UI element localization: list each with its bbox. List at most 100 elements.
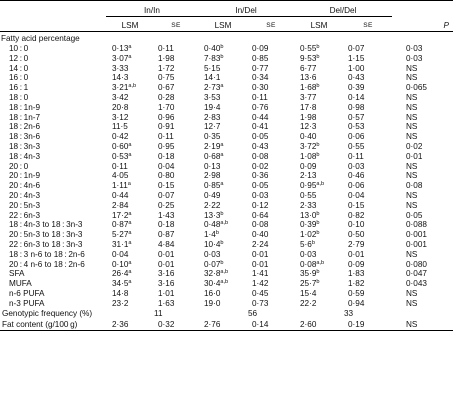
- lsm-del-del: 22·2: [294, 299, 344, 309]
- row-label: 16 : 1: [0, 83, 106, 93]
- se-in-del-text: 0·41: [252, 122, 269, 132]
- se-in-del: 1·42: [248, 279, 294, 289]
- significance-letter: a: [128, 151, 132, 158]
- se-del-del-text: 0·59: [348, 288, 365, 298]
- section-label: Fatty acid percentage: [1, 34, 80, 44]
- lsm-del-del-text: 1·02: [300, 230, 317, 240]
- se-in-in: 3·16: [154, 279, 198, 289]
- se-in-del: 0·05: [248, 132, 294, 142]
- group-in-in: In/In: [106, 5, 198, 17]
- significance-letter: b: [316, 220, 320, 227]
- row-label-text: 22 : 6n-3: [9, 210, 41, 220]
- se-in-in: 0·95: [154, 142, 198, 152]
- se-in-del-text: 0·73: [252, 298, 269, 308]
- lsm-del-del: 35·9b: [294, 269, 344, 279]
- lsm-in-in: 14·3: [106, 73, 154, 83]
- significance-letter: b: [316, 53, 320, 60]
- lsm-in-del: 0·35: [198, 132, 248, 142]
- lsm-del-del-text: 13·0: [300, 210, 317, 220]
- se-del-del: 2·79: [344, 240, 392, 250]
- se-del-del: 0·46: [344, 171, 392, 181]
- row-label: 16 : 0: [0, 73, 106, 83]
- p-value: 0·03: [392, 54, 453, 64]
- row-label: 20 : 4n-3: [0, 191, 106, 201]
- row-label-text: 16 : 0: [9, 73, 29, 83]
- se-in-in-text: 0·95: [158, 141, 175, 151]
- row-label: 18 : 3n-3: [0, 142, 106, 152]
- p-value-text: 0·05: [406, 210, 423, 220]
- p-value-text: 0·01: [406, 151, 423, 161]
- se-in-del-text: 1·42: [252, 279, 269, 289]
- p-value: NS: [392, 64, 453, 74]
- row-label-text: 18 : 4n-3: [9, 151, 41, 161]
- p-value: 0·02: [392, 142, 453, 152]
- se-del-del-text: 0·39: [348, 83, 365, 93]
- se-in-del-text: 0·34: [252, 73, 269, 83]
- lsm-in-del: 2·98: [198, 171, 248, 181]
- se-in-in-text: 1·70: [158, 102, 175, 112]
- lsm-in-in: 0·53a: [106, 152, 154, 162]
- lsm-in-in-text: 0·44: [112, 190, 129, 200]
- lsm-header: LSM: [106, 16, 154, 32]
- lsm-in-in: 1·11a: [106, 181, 154, 191]
- se-in-in-text: 0·28: [158, 92, 175, 102]
- se-in-del: 2·24: [248, 240, 294, 250]
- se-in-in-text: 3·16: [158, 279, 175, 289]
- se-in-del: 0·64: [248, 211, 294, 221]
- se-in-del-text: 0·40: [252, 230, 269, 240]
- p-value-text: 0·001: [406, 230, 427, 240]
- row-label: 20 : 0: [0, 162, 106, 172]
- lsm-in-in-text: 14·8: [112, 288, 129, 298]
- row-label: MUFA: [0, 279, 106, 289]
- significance-letter: a: [128, 220, 132, 227]
- lsm-del-del-text: 13·6: [300, 73, 317, 83]
- se-in-del-text: 0·36: [252, 171, 269, 181]
- table-row: 18 : 3n-6 0·42 0·11 0·35 0·05 0·40 0·06 NS: [0, 132, 453, 142]
- row-label: 18 : 1n-9: [0, 103, 106, 113]
- genotypic-in-in: 11: [154, 308, 163, 318]
- se-in-del-text: 0·12: [252, 200, 269, 210]
- se-in-del: 0·05: [248, 181, 294, 191]
- row-label-text: 18 : 3 n-6 to 18 : 2n-6: [9, 249, 85, 259]
- lsm-header: LSM: [198, 16, 248, 32]
- se-in-del-text: 0·03: [252, 190, 269, 200]
- se-in-del: 0·45: [248, 289, 294, 299]
- lsm-del-del-text: 3·77: [300, 92, 317, 102]
- se-in-del: 0·11: [248, 93, 294, 103]
- se-in-del-text: 1·41: [252, 269, 269, 279]
- lsm-in-del: 0·03: [198, 250, 248, 260]
- se-del-del: 0·39: [344, 83, 392, 93]
- se-del-del: 1·83: [344, 269, 392, 279]
- lsm-del-del-text: 1·68: [300, 83, 317, 93]
- table-row: 22 : 6n-3 to 18 : 3n-3 31·1a 4·84 10·4b 2·24…: [0, 240, 453, 250]
- row-label: 20 : 5n-3 to 18 : 3n-3: [0, 230, 106, 240]
- lsm-in-del: 7·83b: [198, 54, 248, 64]
- lsm-in-in-text: 23·2: [112, 298, 129, 308]
- se-in-in-text: 0·18: [158, 220, 175, 230]
- row-label-text: 20 : 0: [9, 161, 29, 171]
- se-in-in-text: 0·87: [158, 230, 175, 240]
- se-in-in: 0·01: [154, 250, 198, 260]
- se-header: SE: [248, 16, 294, 32]
- significance-letter: b: [316, 151, 320, 158]
- table-row: 18 : 4n-3 0·53a 0·18 0·68a 0·08 1·08b 0·11 0·01: [0, 152, 453, 162]
- table-row: 18 : 2n-6 11·5 0·91 12·7 0·41 12·3 0·53 NS: [0, 122, 453, 132]
- p-value-text: NS: [406, 122, 418, 132]
- row-label-text: 18 : 1n-7: [9, 112, 41, 122]
- significance-letter: b: [316, 83, 320, 90]
- sub-header-row: LSM SE LSM SE LSM SE P: [0, 16, 453, 32]
- fat-se-in-in: 0·32: [154, 318, 198, 331]
- significance-letter: a: [220, 83, 224, 90]
- p-value: 0·08: [392, 181, 453, 191]
- se-in-in: 1·98: [154, 54, 198, 64]
- se-in-in-text: 0·18: [158, 151, 175, 161]
- p-value: 0·001: [392, 230, 453, 240]
- se-del-del-text: 0·10: [348, 220, 365, 230]
- significance-letter: a,b: [316, 259, 325, 266]
- lsm-del-del-text: 0·55: [300, 44, 317, 53]
- lsm-del-del: 13·0b: [294, 211, 344, 221]
- lsm-in-in: 3·42: [106, 93, 154, 103]
- se-del-del: 0·57: [344, 113, 392, 123]
- table-row: 16 : 1 3·21a,b 0·67 2·73a 0·30 1·68b 0·39 0·065: [0, 83, 453, 93]
- lsm-in-in-text: 3·33: [112, 63, 129, 73]
